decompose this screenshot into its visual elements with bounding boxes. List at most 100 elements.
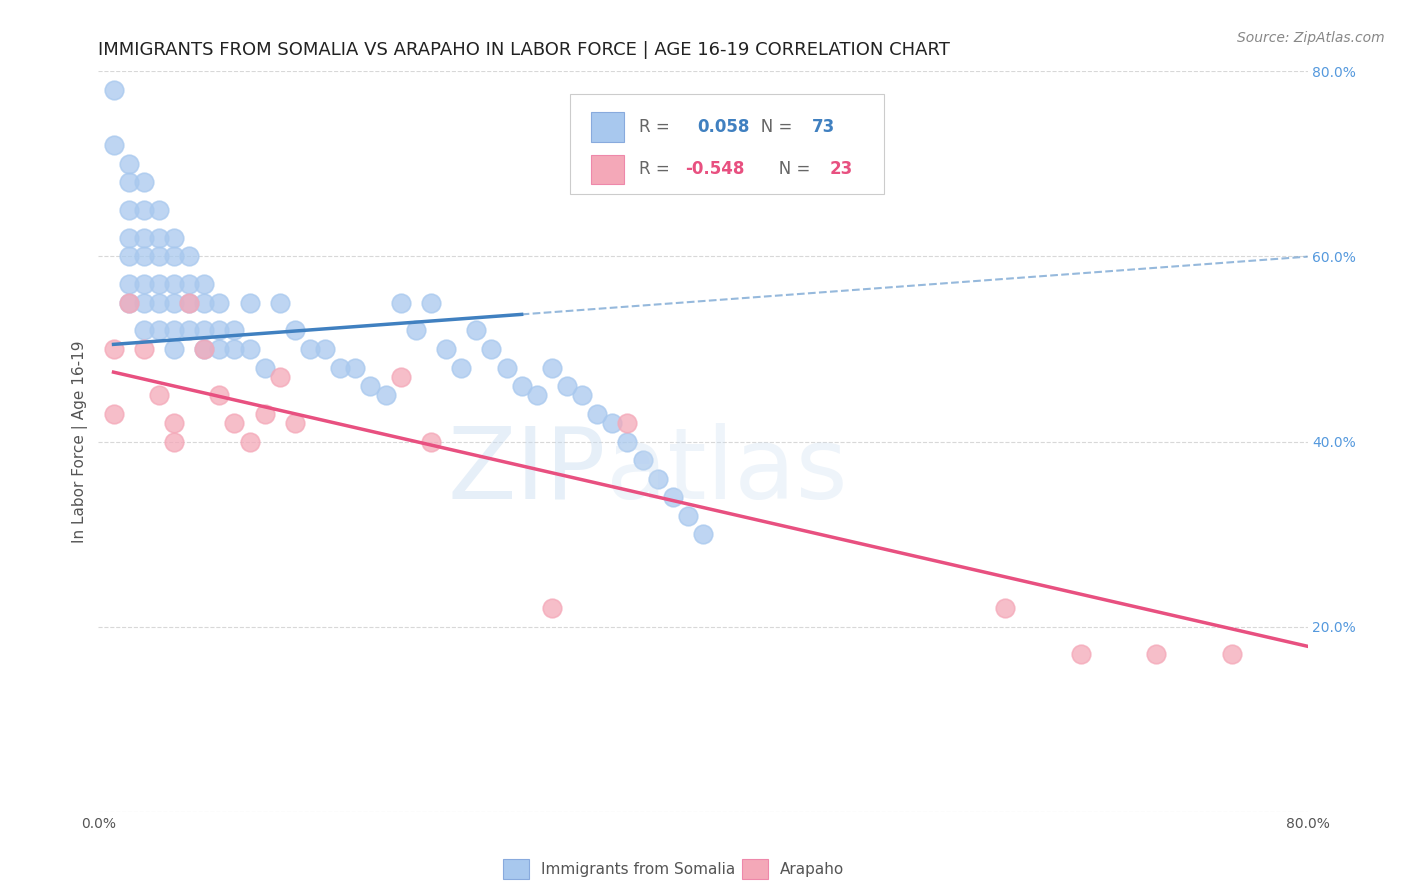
Point xyxy=(239,295,262,310)
Bar xyxy=(503,859,529,879)
Text: 23: 23 xyxy=(830,161,853,178)
Point xyxy=(676,508,699,523)
Point xyxy=(434,342,457,356)
Point xyxy=(420,295,443,310)
Point xyxy=(148,231,170,245)
Point xyxy=(132,324,155,338)
Text: N =: N = xyxy=(745,118,799,136)
Point xyxy=(193,342,215,356)
Point xyxy=(314,342,336,356)
Point xyxy=(465,324,488,338)
Point xyxy=(148,277,170,292)
Text: ZIP: ZIP xyxy=(449,423,606,520)
Point xyxy=(510,379,533,393)
Text: R =: R = xyxy=(638,118,681,136)
Point xyxy=(450,360,472,375)
Text: 73: 73 xyxy=(811,118,835,136)
Point xyxy=(481,342,503,356)
Text: Immigrants from Somalia: Immigrants from Somalia xyxy=(541,863,735,877)
Point xyxy=(132,295,155,310)
Point xyxy=(179,324,201,338)
Point xyxy=(163,434,186,449)
Point xyxy=(586,407,609,421)
Point xyxy=(132,175,155,190)
Point xyxy=(208,295,231,310)
Point xyxy=(616,416,638,430)
Point xyxy=(269,369,291,384)
Text: Source: ZipAtlas.com: Source: ZipAtlas.com xyxy=(1237,31,1385,45)
Point xyxy=(179,277,201,292)
Point xyxy=(540,360,562,375)
Point xyxy=(647,472,669,486)
Point xyxy=(148,295,170,310)
Point xyxy=(132,203,155,218)
Point xyxy=(405,324,427,338)
Point xyxy=(103,138,125,153)
Text: N =: N = xyxy=(763,161,815,178)
Point xyxy=(1070,648,1092,662)
Y-axis label: In Labor Force | Age 16-19: In Labor Force | Age 16-19 xyxy=(72,340,89,543)
Point xyxy=(540,601,562,615)
Point xyxy=(118,295,141,310)
Text: -0.548: -0.548 xyxy=(685,161,744,178)
Point xyxy=(224,342,246,356)
Point xyxy=(163,324,186,338)
Point xyxy=(163,277,186,292)
Text: IMMIGRANTS FROM SOMALIA VS ARAPAHO IN LABOR FORCE | AGE 16-19 CORRELATION CHART: IMMIGRANTS FROM SOMALIA VS ARAPAHO IN LA… xyxy=(98,41,950,59)
Point xyxy=(148,324,170,338)
Point xyxy=(239,342,262,356)
Point xyxy=(103,342,125,356)
Point xyxy=(661,490,683,504)
Point xyxy=(224,324,246,338)
FancyBboxPatch shape xyxy=(569,94,884,194)
Point xyxy=(692,527,714,541)
Point xyxy=(179,295,201,310)
Point xyxy=(132,231,155,245)
Point xyxy=(299,342,322,356)
Point xyxy=(118,203,141,218)
Point xyxy=(179,295,201,310)
Point xyxy=(284,324,307,338)
Point xyxy=(495,360,517,375)
Point xyxy=(329,360,352,375)
Point xyxy=(420,434,443,449)
Point xyxy=(118,231,141,245)
Point xyxy=(269,295,291,310)
Point xyxy=(148,250,170,264)
Point xyxy=(179,250,201,264)
Point xyxy=(389,369,412,384)
Point xyxy=(193,342,215,356)
Point xyxy=(360,379,382,393)
Point xyxy=(253,360,276,375)
Point xyxy=(132,250,155,264)
Point xyxy=(193,277,215,292)
Point xyxy=(224,416,246,430)
Point xyxy=(103,407,125,421)
Bar xyxy=(591,112,624,142)
Point xyxy=(118,250,141,264)
Point xyxy=(389,295,412,310)
Point xyxy=(132,342,155,356)
Point xyxy=(132,277,155,292)
Point xyxy=(616,434,638,449)
Point xyxy=(571,388,593,402)
Point xyxy=(555,379,578,393)
Point xyxy=(118,175,141,190)
Point xyxy=(1220,648,1243,662)
Point xyxy=(526,388,548,402)
Point xyxy=(193,295,215,310)
Point xyxy=(239,434,262,449)
Point xyxy=(163,231,186,245)
Point xyxy=(344,360,367,375)
Point xyxy=(208,342,231,356)
Bar xyxy=(742,859,768,879)
Point xyxy=(103,83,125,97)
Point xyxy=(163,342,186,356)
Text: 0.058: 0.058 xyxy=(697,118,749,136)
Bar xyxy=(591,154,624,185)
Text: Arapaho: Arapaho xyxy=(780,863,845,877)
Point xyxy=(193,324,215,338)
Point xyxy=(602,416,624,430)
Point xyxy=(163,416,186,430)
Point xyxy=(994,601,1017,615)
